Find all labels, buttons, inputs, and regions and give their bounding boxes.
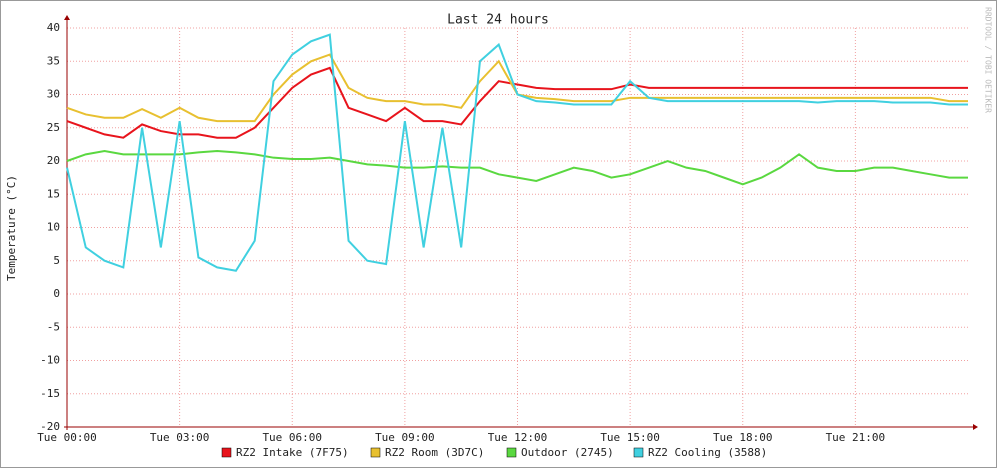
x-tick-label: Tue 18:00: [713, 431, 773, 444]
series-line: [66, 66, 968, 139]
y-tick-label: -5: [47, 320, 60, 333]
legend-swatch: [506, 447, 517, 458]
y-tick-label: 15: [47, 187, 60, 200]
axis-arrow: [64, 15, 70, 20]
y-tick-label: 40: [47, 21, 60, 34]
x-tick-label: Tue 21:00: [826, 431, 886, 444]
axis-arrow: [973, 424, 978, 430]
legend-label: Outdoor (2745): [521, 446, 614, 459]
y-tick-label: 5: [53, 254, 60, 267]
y-tick-label: 25: [47, 121, 60, 134]
x-tick-label: Tue 00:00: [37, 431, 97, 444]
y-tick-label: 0: [53, 287, 60, 300]
legend-label: RZ2 Cooling (3588): [648, 446, 767, 459]
y-tick-label: -10: [40, 354, 60, 367]
x-tick-label: Tue 06:00: [262, 431, 322, 444]
chart-title: Last 24 hours: [447, 13, 549, 28]
y-tick-label: -15: [40, 387, 60, 400]
x-tick-label: Tue 15:00: [600, 431, 660, 444]
legend-label: RZ2 Intake (7F75): [236, 446, 349, 459]
y-tick-label: 35: [47, 54, 60, 67]
y-tick-label: 30: [47, 88, 60, 101]
series-line: [66, 150, 968, 186]
legend-swatch: [221, 447, 232, 458]
x-tick-label: Tue 09:00: [375, 431, 435, 444]
legend-swatch: [633, 447, 644, 458]
legend-label: RZ2 Room (3D7C): [385, 446, 484, 459]
y-tick-label: 20: [47, 154, 60, 167]
legend-swatch: [370, 447, 381, 458]
x-tick-label: Tue 03:00: [150, 431, 210, 444]
series-line: [66, 33, 968, 272]
y-tick-label: -20: [40, 420, 60, 433]
y-tick-label: 10: [47, 221, 60, 234]
x-tick-label: Tue 12:00: [488, 431, 548, 444]
y-axis-label: Temperature (°C): [5, 175, 18, 281]
watermark: RRDTOOL / TOBI OETIKER: [984, 7, 993, 113]
